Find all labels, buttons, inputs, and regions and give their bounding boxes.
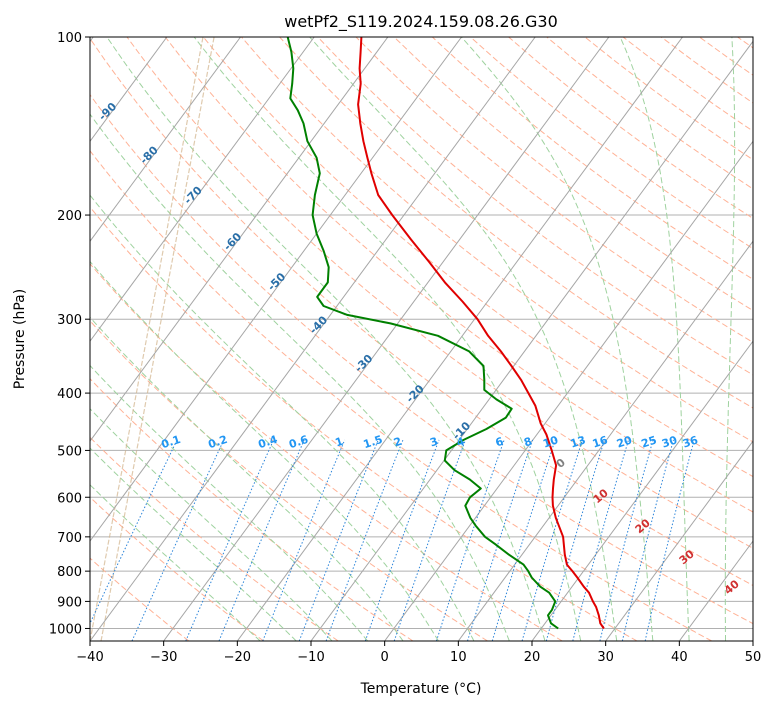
y-tick-label: 600 (57, 491, 82, 506)
y-tick-label: 300 (57, 313, 82, 328)
plot-area: 0.10.20.40.611.52346810131620253036-100-… (0, 37, 775, 641)
x-tick-label: −40 (76, 650, 103, 665)
x-tick-label: 50 (745, 650, 762, 665)
x-tick-label: −30 (150, 650, 177, 665)
y-tick-label: 100 (57, 31, 82, 46)
chart-title: wetPf2_S119.2024.159.08.26.G30 (284, 12, 558, 32)
x-tick-label: −10 (297, 650, 324, 665)
y-tick-label: 1000 (49, 622, 82, 637)
x-tick-label: −20 (224, 650, 251, 665)
x-axis-label: Temperature (°C) (360, 681, 482, 697)
x-tick-label: 40 (671, 650, 688, 665)
y-axis-label: Pressure (hPa) (12, 289, 28, 389)
y-tick-label: 200 (57, 209, 82, 224)
y-tick-label: 800 (57, 565, 82, 580)
y-tick-label: 400 (57, 387, 82, 402)
x-tick-label: 20 (524, 650, 541, 665)
x-tick-label: 0 (381, 650, 389, 665)
y-tick-label: 500 (57, 444, 82, 459)
x-tick-label: 30 (597, 650, 614, 665)
x-tick-label: 10 (450, 650, 467, 665)
y-tick-label: 700 (57, 531, 82, 546)
y-tick-label: 900 (57, 595, 82, 610)
